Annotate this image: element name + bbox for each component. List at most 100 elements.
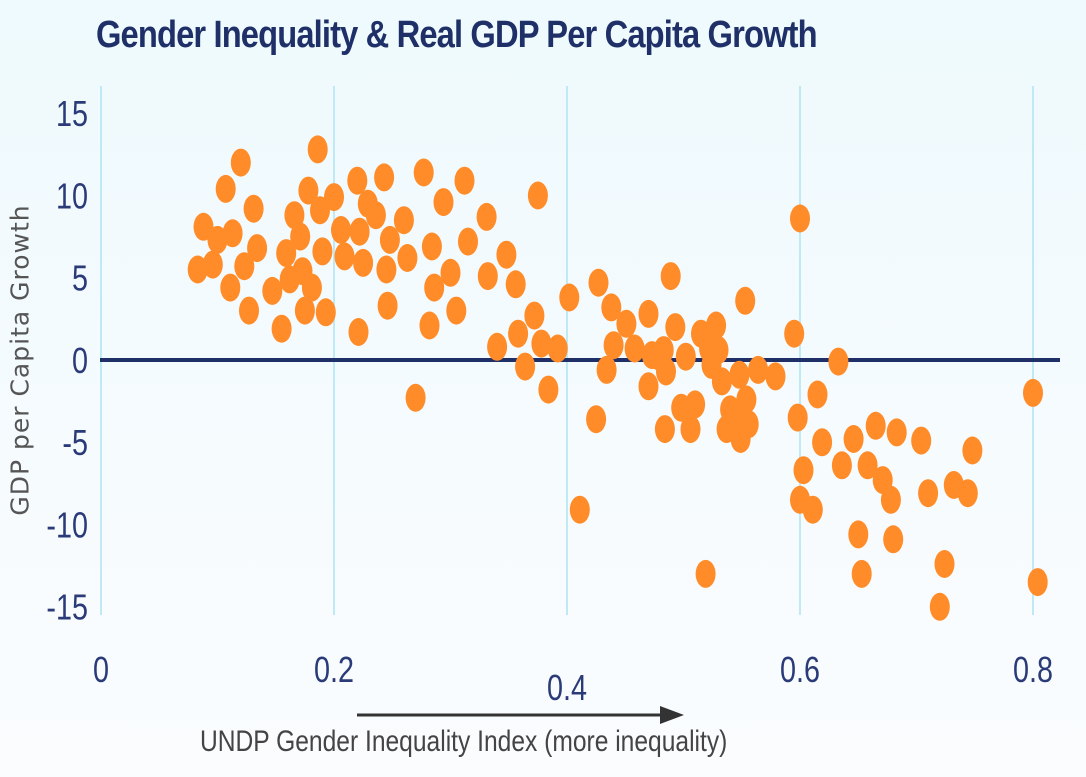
data-point bbox=[243, 194, 264, 223]
y-tick-label: -10 bbox=[46, 504, 88, 545]
data-point bbox=[405, 383, 426, 412]
data-point bbox=[857, 451, 878, 480]
data-point bbox=[680, 415, 701, 444]
data-point bbox=[665, 313, 686, 342]
x-tick-label: 0.2 bbox=[314, 649, 354, 690]
data-point bbox=[1027, 568, 1048, 597]
data-point bbox=[365, 201, 386, 230]
data-point bbox=[843, 425, 864, 453]
data-point bbox=[765, 362, 786, 391]
data-point bbox=[531, 329, 552, 358]
data-point bbox=[187, 255, 208, 284]
data-point bbox=[294, 296, 315, 325]
data-point bbox=[315, 298, 336, 327]
data-point bbox=[738, 410, 759, 439]
data-point bbox=[348, 318, 369, 346]
data-point bbox=[886, 418, 907, 447]
data-point bbox=[230, 148, 251, 177]
data-point bbox=[802, 495, 823, 524]
y-tick-label: -15 bbox=[46, 587, 88, 628]
x-tick-label: 0.4 bbox=[547, 667, 587, 708]
data-point bbox=[353, 248, 374, 277]
data-point bbox=[419, 311, 440, 340]
data-point bbox=[748, 355, 769, 384]
data-point bbox=[262, 276, 283, 305]
data-point bbox=[865, 411, 886, 440]
data-point bbox=[496, 240, 517, 269]
data-point bbox=[413, 158, 434, 187]
x-tick-label: 0 bbox=[93, 649, 109, 690]
data-point bbox=[918, 479, 939, 508]
data-point bbox=[736, 385, 757, 414]
data-point bbox=[934, 550, 955, 578]
data-point bbox=[695, 559, 716, 588]
y-tick-labels: 15 10 5 0 -5 -10 -15 bbox=[46, 93, 88, 627]
data-point bbox=[331, 216, 351, 244]
data-point bbox=[271, 314, 292, 343]
data-point bbox=[393, 206, 414, 235]
data-point bbox=[653, 336, 674, 365]
data-point bbox=[239, 296, 259, 325]
y-tick-label: 0 bbox=[72, 340, 88, 381]
data-point bbox=[379, 225, 400, 254]
data-point bbox=[202, 250, 223, 279]
data-point bbox=[735, 286, 756, 315]
data-point bbox=[601, 293, 622, 322]
data-point bbox=[207, 225, 228, 254]
data-point bbox=[559, 283, 580, 312]
data-point bbox=[883, 525, 904, 554]
data-point bbox=[324, 183, 344, 212]
data-point bbox=[454, 166, 475, 195]
y-tick-label: 10 bbox=[56, 175, 88, 216]
data-point bbox=[458, 227, 478, 256]
data-point bbox=[616, 309, 637, 338]
arrow-head-icon bbox=[660, 706, 684, 724]
data-points bbox=[187, 135, 1048, 621]
data-point bbox=[685, 390, 706, 419]
data-point bbox=[711, 367, 732, 396]
data-point bbox=[397, 244, 418, 272]
data-point bbox=[424, 273, 445, 302]
data-point bbox=[596, 355, 617, 384]
data-point bbox=[440, 258, 461, 287]
data-point bbox=[276, 239, 297, 268]
x-tick-label: 0.6 bbox=[780, 649, 820, 690]
data-point bbox=[807, 380, 828, 409]
data-point bbox=[310, 196, 330, 225]
data-point bbox=[298, 176, 319, 205]
data-point bbox=[377, 291, 398, 320]
data-point bbox=[477, 262, 498, 291]
data-point bbox=[654, 415, 675, 444]
data-point bbox=[729, 360, 750, 389]
data-point bbox=[247, 234, 268, 263]
data-point bbox=[312, 237, 333, 266]
data-point bbox=[476, 202, 497, 231]
chart-title: Gender Inequality & Real GDP Per Capita … bbox=[96, 14, 818, 56]
data-point bbox=[215, 174, 236, 203]
data-point bbox=[638, 299, 659, 328]
data-point bbox=[487, 332, 508, 361]
data-point bbox=[1023, 378, 1043, 407]
data-point bbox=[505, 270, 526, 299]
data-point bbox=[446, 296, 467, 325]
data-point bbox=[708, 336, 729, 365]
data-point bbox=[588, 268, 609, 297]
data-point bbox=[880, 485, 901, 514]
data-point bbox=[222, 219, 243, 248]
data-point bbox=[508, 319, 529, 348]
data-point bbox=[586, 405, 607, 434]
data-point bbox=[911, 426, 932, 455]
data-point bbox=[828, 347, 849, 376]
data-point bbox=[234, 252, 255, 281]
y-tick-label: 5 bbox=[72, 258, 88, 299]
data-point bbox=[790, 204, 810, 233]
data-point bbox=[334, 242, 355, 271]
data-point bbox=[569, 495, 590, 524]
x-tick-labels: 0 0.2 0.4 0.6 0.8 bbox=[93, 649, 1053, 708]
data-point bbox=[290, 222, 311, 251]
x-tick-label: 0.8 bbox=[1013, 649, 1053, 690]
data-point bbox=[848, 520, 869, 549]
data-point bbox=[307, 135, 328, 164]
data-point bbox=[547, 334, 568, 363]
